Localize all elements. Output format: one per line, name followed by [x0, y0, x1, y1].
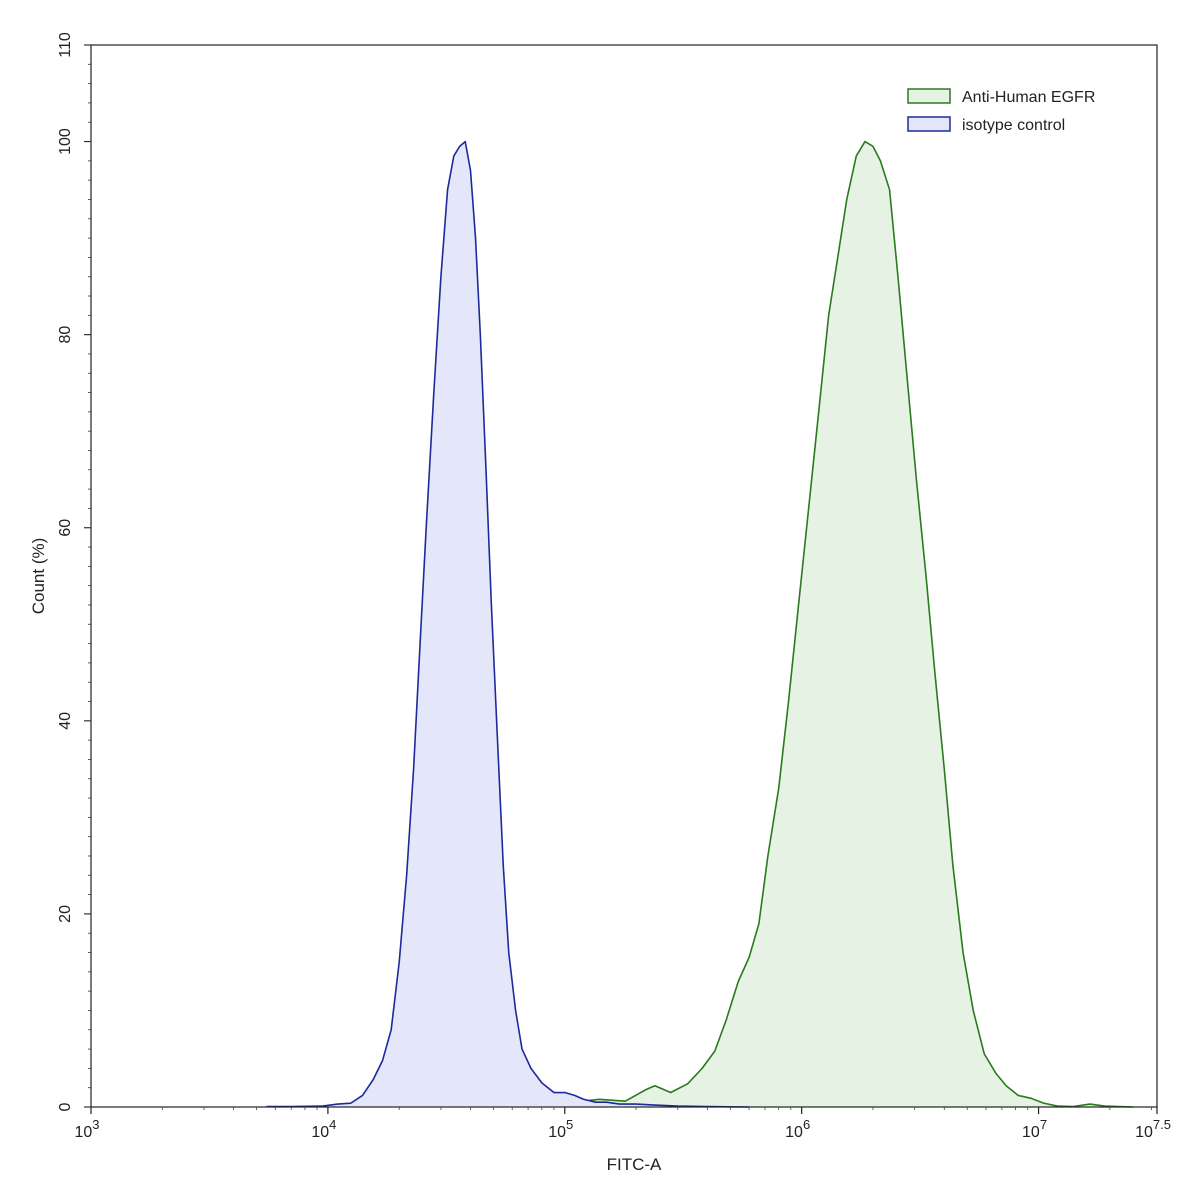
y-tick-label: 40	[57, 712, 74, 730]
legend-label: Anti-Human EGFR	[962, 89, 1095, 106]
y-tick-label: 0	[57, 1102, 74, 1111]
y-axis-title: Count (%)	[29, 538, 48, 615]
x-tick-label: 107	[1022, 1117, 1047, 1141]
series-fill-0	[512, 141, 1133, 1108]
y-tick-label: 100	[57, 128, 74, 155]
legend-swatch	[907, 116, 951, 132]
y-tick-label: 80	[57, 326, 74, 344]
legend-label: isotype control	[962, 117, 1065, 134]
x-tick-label: 107.5	[1135, 1117, 1171, 1141]
x-axis: 103 104 105 106 107 107.5	[74, 1107, 1171, 1141]
y-tick-label: 60	[57, 519, 74, 537]
series-line-1	[266, 140, 750, 1108]
series-line-0	[512, 140, 1133, 1108]
x-axis-title: FITC-A	[607, 1155, 662, 1174]
y-tick-label: 110	[57, 32, 74, 58]
legend-swatch	[907, 88, 951, 104]
x-tick-label: 105	[548, 1117, 573, 1141]
y-axis: 0 20 40 60 80 100 110	[57, 32, 91, 1111]
x-tick-label: 103	[74, 1117, 99, 1141]
y-tick-label: 20	[57, 905, 74, 923]
legend: Anti-Human EGFR isotype control	[907, 88, 1095, 134]
series-layer	[266, 140, 1133, 1108]
x-tick-label: 106	[785, 1117, 810, 1141]
x-tick-label: 104	[311, 1117, 336, 1141]
plot-frame	[90, 44, 1158, 1108]
